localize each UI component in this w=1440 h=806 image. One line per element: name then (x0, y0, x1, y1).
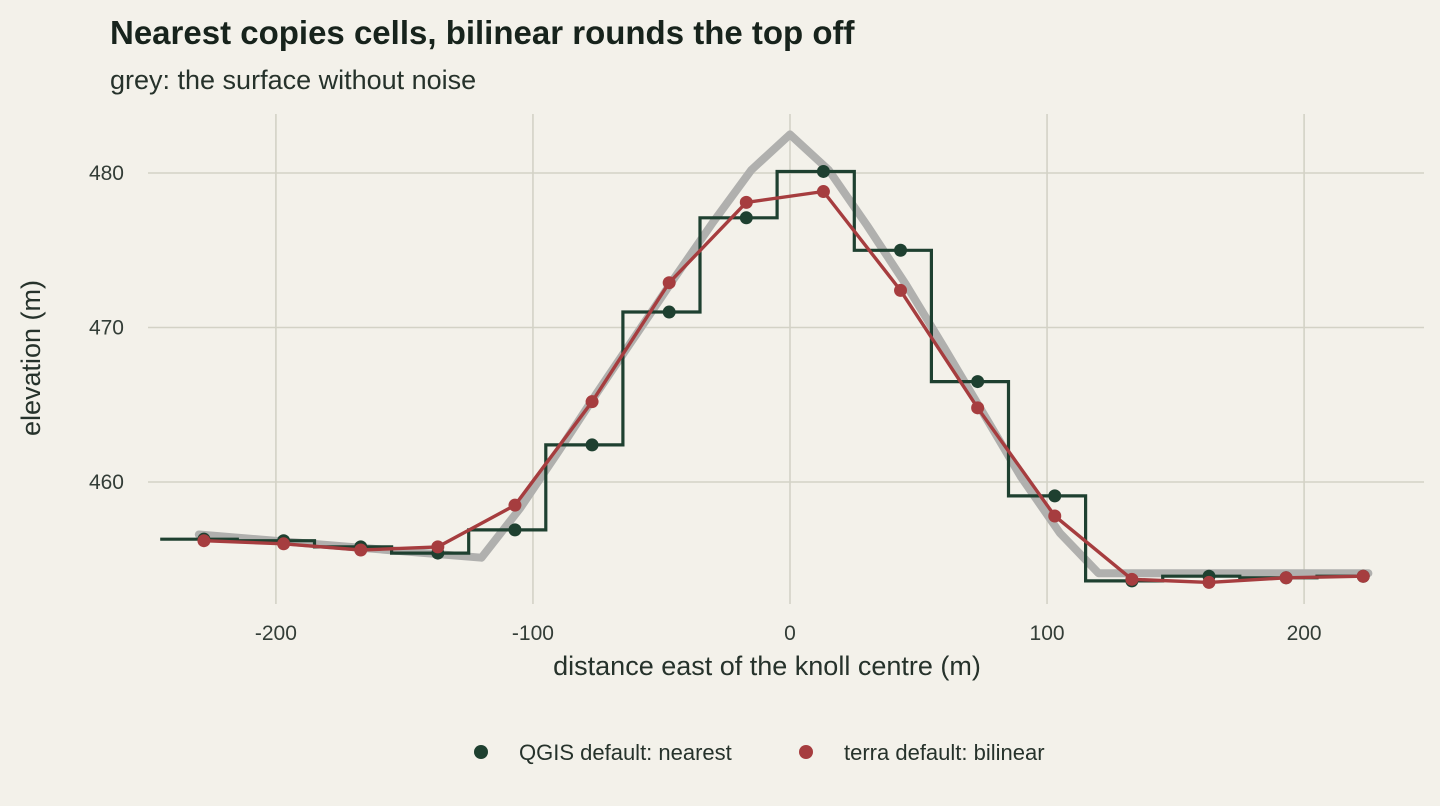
legend-key-bilinear (799, 745, 813, 759)
chart-subtitle: grey: the surface without noise (110, 65, 476, 95)
bilinear-point-1 (277, 537, 291, 551)
y-tick-label-2: 480 (89, 162, 124, 185)
nearest-point-11 (1048, 489, 1062, 503)
bilinear-point-3 (431, 540, 445, 554)
bilinear-point-8 (816, 185, 830, 199)
nearest-point-10 (971, 375, 985, 389)
x-tick-labels: -200 -100 0 100 200 (255, 622, 1322, 645)
bilinear-point-14 (1279, 571, 1293, 585)
x-tick-label-2: 0 (784, 622, 796, 645)
chart-title: Nearest copies cells, bilinear rounds th… (110, 14, 856, 51)
y-tick-label-1: 470 (89, 317, 124, 340)
bilinear-point-12 (1125, 572, 1139, 586)
legend-label-bilinear: terra default: bilinear (844, 740, 1045, 765)
legend-label-nearest: QGIS default: nearest (519, 740, 732, 765)
legend: QGIS default: nearest terra default: bil… (474, 740, 1045, 765)
y-axis-title: elevation (m) (16, 280, 46, 436)
x-tick-label-0: -200 (255, 622, 297, 645)
nearest-point-5 (585, 438, 599, 452)
nearest-point-4 (508, 523, 522, 537)
nearest-point-6 (662, 305, 676, 319)
bilinear-point-5 (585, 395, 599, 409)
bilinear-point-2 (354, 543, 368, 557)
bilinear-point-13 (1202, 575, 1216, 589)
true-surface-line (194, 130, 1373, 578)
x-gridlines (275, 114, 1305, 604)
legend-key-nearest (474, 745, 488, 759)
x-tick-label-4: 200 (1287, 622, 1322, 645)
true-surface-layer (194, 130, 1373, 578)
bilinear-point-7 (739, 195, 753, 209)
x-axis-title: distance east of the knoll centre (m) (553, 651, 981, 681)
nearest-point-7 (739, 211, 753, 225)
x-tick-label-3: 100 (1030, 622, 1065, 645)
bilinear-series-layer (197, 185, 1370, 589)
nearest-point-9 (894, 243, 908, 257)
bilinear-point-0 (197, 534, 211, 548)
y-gridlines (148, 172, 1424, 483)
bilinear-line (203, 189, 1364, 585)
bilinear-point-4 (508, 498, 522, 512)
bilinear-point-11 (1048, 509, 1062, 523)
x-tick-label-1: -100 (512, 622, 554, 645)
bilinear-point-6 (662, 276, 676, 290)
nearest-step-line (160, 169, 1369, 583)
bilinear-point-10 (971, 401, 985, 415)
bilinear-point-9 (894, 283, 908, 297)
y-tick-labels: 460 470 480 (89, 162, 124, 494)
y-tick-label-0: 460 (89, 471, 124, 494)
nearest-series-layer (160, 164, 1370, 588)
bilinear-point-15 (1356, 569, 1370, 583)
nearest-point-8 (816, 164, 830, 178)
